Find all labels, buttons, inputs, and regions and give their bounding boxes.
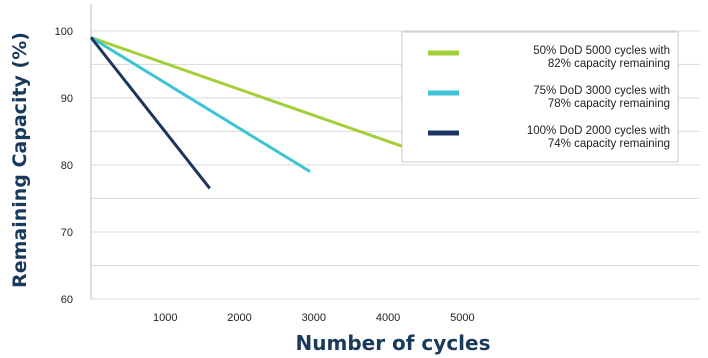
series-line-3 xyxy=(89,36,211,190)
series-line-2 xyxy=(90,36,311,173)
legend-label: 50% DoD 5000 cycles with xyxy=(533,45,670,57)
legend-label: 78% capacity remaining xyxy=(548,98,670,110)
x-tick-label: 4000 xyxy=(376,312,400,324)
legend-label: 100% DoD 2000 cycles with xyxy=(527,125,670,137)
legend-swatch xyxy=(428,90,459,96)
series-line-1 xyxy=(90,36,437,160)
x-tick-labels: 1000 2000 3000 4000 5000 xyxy=(153,312,475,324)
x-tick-label: 1000 xyxy=(153,312,177,324)
legend-label: 82% capacity remaining xyxy=(548,58,670,70)
y-tick-label: 100 xyxy=(55,26,73,38)
legend-label: 75% DoD 3000 cycles with xyxy=(533,85,670,97)
y-tick-label: 60 xyxy=(61,294,73,306)
series-lines xyxy=(89,36,437,190)
y-tick-label: 80 xyxy=(61,160,73,172)
y-tick-labels: 60 70 80 90 100 xyxy=(55,26,73,306)
x-tick-label: 5000 xyxy=(450,312,474,324)
legend-label: 74% capacity remaining xyxy=(548,138,670,150)
x-tick-label: 3000 xyxy=(302,312,326,324)
legend-swatch xyxy=(428,130,459,136)
y-tick-label: 70 xyxy=(61,227,73,239)
legend-swatch xyxy=(428,50,459,56)
y-axis-title: Remaining Capacity (%) xyxy=(9,32,31,288)
x-tick-label: 2000 xyxy=(227,312,251,324)
x-axis-title: Number of cycles xyxy=(296,331,491,355)
y-tick-label: 90 xyxy=(61,93,73,105)
